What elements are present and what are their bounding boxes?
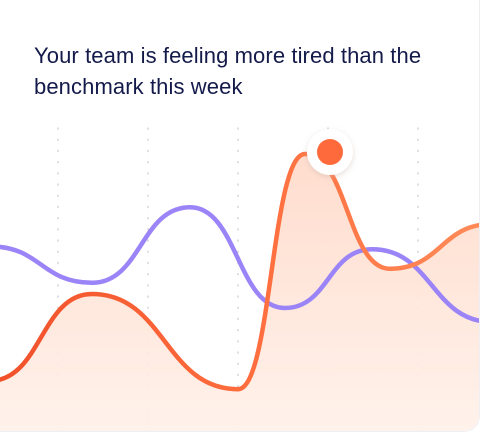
team-area-fill: [0, 154, 479, 431]
peak-highlight-marker: [307, 129, 353, 175]
card-headline: Your team is feeling more tired than the…: [34, 43, 422, 99]
series-line-benchmark: [0, 204, 479, 323]
peak-marker-dot: [317, 139, 343, 165]
series-line-team: [0, 151, 479, 392]
